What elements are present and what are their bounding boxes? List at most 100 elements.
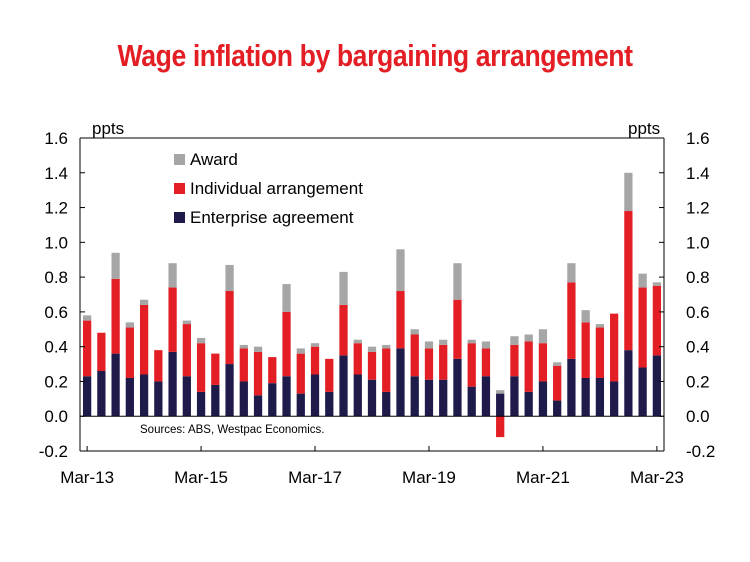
bar-enterprise (353, 374, 362, 417)
x-tick-label: Mar-21 (516, 468, 570, 487)
bar-individual (82, 320, 92, 377)
bar-enterprise (538, 381, 548, 417)
bar-individual (239, 348, 248, 382)
bar-individual (496, 416, 505, 438)
legend-label: Enterprise agreement (190, 208, 354, 227)
bar-enterprise (211, 384, 220, 417)
bar-award (567, 263, 576, 283)
bar-individual (439, 344, 448, 380)
x-tick-label: Mar-19 (402, 468, 456, 487)
bar-enterprise (268, 383, 277, 417)
bar-individual (268, 357, 277, 384)
bar-individual (524, 341, 533, 392)
bar-individual (424, 348, 434, 380)
bar-enterprise (296, 393, 305, 417)
bar-award (481, 341, 491, 349)
bar-award (111, 252, 120, 279)
bar-enterprise (82, 376, 92, 417)
bar-award (339, 271, 348, 305)
y-tick-label-right: 0.6 (686, 303, 710, 322)
bar-award (424, 341, 434, 349)
bar-award (595, 324, 605, 328)
bar-individual (581, 322, 590, 378)
bar-enterprise (154, 381, 163, 417)
bar-individual (553, 365, 562, 401)
bar-enterprise (510, 376, 519, 417)
bar-award (353, 339, 362, 344)
bar-enterprise (424, 379, 434, 417)
bar-individual (410, 334, 419, 377)
bar-enterprise (310, 374, 320, 417)
y-unit-left: ppts (92, 119, 124, 138)
bar-individual (154, 350, 163, 382)
bar-enterprise (553, 400, 562, 417)
legend-swatch (174, 212, 185, 223)
bar-award (524, 334, 533, 342)
bar-individual (567, 282, 576, 359)
bar-individual (652, 285, 662, 356)
bar-individual (97, 332, 106, 372)
bar-award (652, 282, 662, 286)
bar-enterprise (196, 391, 206, 417)
bar-enterprise (567, 358, 576, 417)
bar-individual (325, 358, 334, 392)
bar-individual (367, 351, 377, 380)
y-tick-label-right: 0.4 (686, 338, 710, 357)
y-tick-label-left: 0.4 (44, 338, 68, 357)
y-tick-label-right: -0.2 (686, 442, 715, 461)
bar-enterprise (439, 379, 448, 417)
bar-award (553, 362, 562, 366)
bar-award (410, 329, 419, 335)
bar-enterprise (595, 377, 605, 417)
y-tick-label-right: 1.4 (686, 164, 710, 183)
x-tick-label: Mar-23 (630, 468, 684, 487)
bar-enterprise (652, 355, 662, 417)
x-tick-label: Mar-13 (60, 468, 114, 487)
bar-award (182, 320, 191, 325)
axes-layer: 1.6 1.6 1.4 1.4 1.2 1.2 1.0 1.0 0.8 0.8 0.6 0.6 0.4 0… (39, 129, 716, 487)
bar-individual (638, 287, 647, 368)
bar-award (538, 329, 548, 344)
y-tick-label-right: 1.0 (686, 233, 710, 252)
x-tick-label: Mar-17 (288, 468, 342, 487)
y-tick-label-left: 0.6 (44, 303, 68, 322)
bar-individual (253, 351, 263, 396)
bar-award (496, 390, 505, 394)
bar-award (196, 337, 206, 344)
bar-enterprise (453, 358, 462, 417)
bar-award (296, 348, 305, 354)
bar-individual (139, 304, 149, 375)
legend-swatch (174, 183, 185, 194)
bar-award (125, 322, 134, 328)
bar-enterprise (481, 376, 491, 417)
bar-award (382, 344, 391, 349)
bar-award (439, 339, 448, 345)
bars-layer (82, 172, 662, 438)
bar-enterprise (339, 355, 348, 417)
bar-individual (168, 287, 177, 352)
bar-award (467, 339, 476, 344)
y-tick-label-right: 1.6 (686, 129, 710, 148)
y-tick-label-left: 0.0 (44, 407, 68, 426)
bar-individual (624, 211, 633, 351)
bar-enterprise (396, 348, 405, 417)
bar-enterprise (111, 353, 120, 417)
bar-individual (111, 278, 120, 354)
y-tick-label-right: 0.8 (686, 268, 710, 287)
y-tick-label-left: 1.0 (44, 233, 68, 252)
y-tick-label-left: 0.8 (44, 268, 68, 287)
y-tick-label-left: -0.2 (39, 442, 68, 461)
bar-individual (296, 353, 305, 394)
y-tick-label-left: 0.2 (44, 372, 68, 391)
legend-swatch (174, 154, 185, 165)
bar-enterprise (410, 376, 419, 417)
bar-individual (467, 343, 476, 387)
bar-enterprise (139, 374, 149, 417)
bar-enterprise (225, 364, 234, 417)
bar-award (581, 310, 590, 323)
legend: Award Individual arrangement Enterprise ag… (174, 150, 363, 227)
bar-individual (510, 344, 519, 377)
y-tick-label-left: 1.6 (44, 129, 68, 148)
bar-individual (481, 348, 491, 377)
